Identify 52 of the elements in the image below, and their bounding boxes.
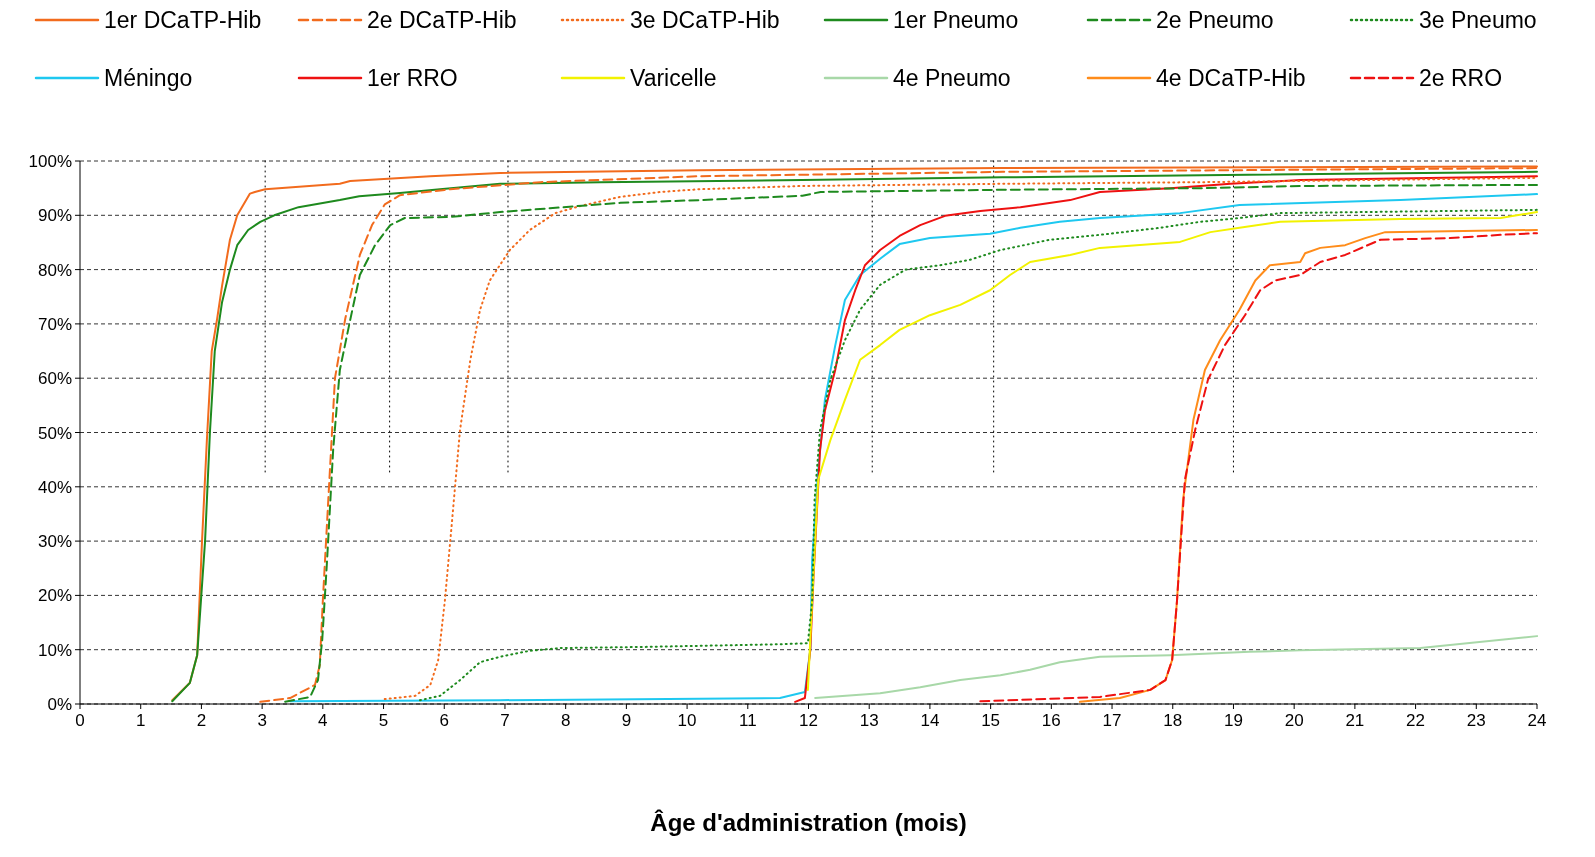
x-tick-label: 13 (859, 711, 879, 730)
x-tick-label: 7 (500, 711, 510, 730)
y-tick-label: 100% (28, 152, 72, 171)
legend-label: 1er RRO (367, 65, 458, 91)
legend-label: 1er DCaTP-Hib (104, 7, 262, 33)
y-tick-label: 30% (37, 532, 72, 552)
y-tick-label: 10% (37, 640, 72, 660)
x-tick-label: 17 (1102, 711, 1122, 730)
y-tick-label: 90% (37, 206, 72, 226)
x-tick-label: 0 (75, 711, 85, 730)
x-tick-label: 14 (920, 711, 940, 730)
x-tick-label: 9 (621, 711, 632, 730)
x-tick-label: 5 (378, 711, 389, 730)
x-tick-label: 21 (1345, 711, 1365, 730)
x-tick-label: 18 (1163, 711, 1183, 730)
x-tick-label: 16 (1041, 711, 1061, 730)
line-series (1078, 228, 1538, 703)
x-tick-label: 4 (318, 711, 328, 730)
legend-label: 2e RRO (1419, 65, 1503, 91)
y-tick-label: 40% (37, 477, 72, 497)
x-tick-label: 19 (1224, 711, 1243, 730)
x-tick-label: 10 (677, 711, 697, 730)
x-tick-label: 22 (1406, 711, 1426, 730)
legend-label: 2e Pneumo (1156, 7, 1274, 33)
y-tick-label: 20% (37, 586, 72, 606)
line-series (814, 635, 1538, 700)
x-tick-label: 1 (135, 711, 146, 730)
legend-label: 4e DCaTP-Hib (1156, 65, 1306, 91)
x-tick-label: 12 (799, 711, 818, 730)
y-tick-label: 0% (47, 695, 72, 714)
x-tick-label: 3 (257, 711, 267, 730)
x-tick-label: 8 (560, 711, 571, 730)
legend-label: 3e Pneumo (1419, 7, 1537, 33)
legend-label: 1er Pneumo (893, 7, 1019, 33)
y-tick-label: 70% (37, 314, 72, 334)
y-tick-label: 80% (37, 260, 72, 280)
x-tick-label: 20 (1284, 711, 1304, 730)
legend-label: 4e Pneumo (893, 65, 1011, 91)
line-series (979, 232, 1538, 703)
x-axis-title: Âge d'administration (mois) (650, 809, 967, 836)
legend-label: 2e DCaTP-Hib (367, 7, 517, 33)
x-tick-label: 2 (196, 711, 207, 730)
legend-label: Varicelle (630, 65, 717, 91)
legend-label: 3e DCaTP-Hib (630, 7, 780, 33)
x-tick-label: 23 (1466, 711, 1486, 730)
y-tick-label: 50% (37, 423, 72, 443)
x-tick-label: 11 (738, 711, 757, 730)
legend-label: Méningo (104, 65, 193, 91)
x-tick-label: 24 (1527, 711, 1547, 730)
y-tick-label: 60% (37, 369, 72, 389)
x-tick-label: 6 (439, 711, 449, 730)
x-tick-label: 15 (981, 711, 1001, 730)
